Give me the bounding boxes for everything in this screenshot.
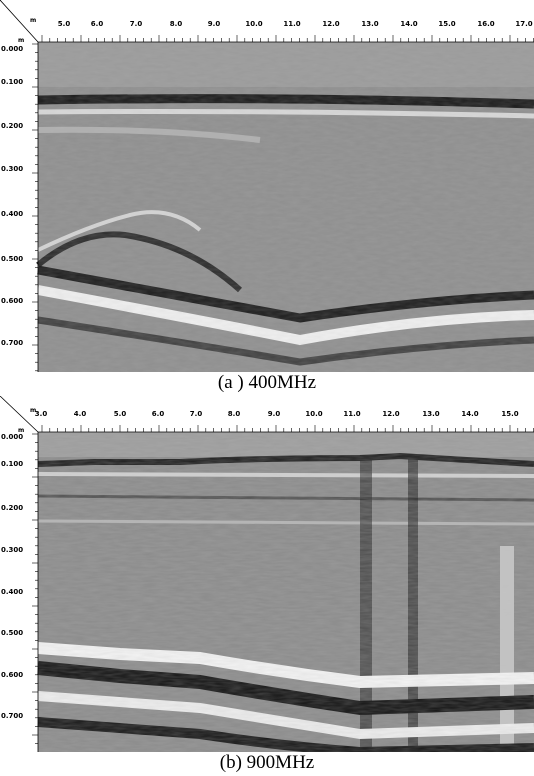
y-tick-label: 0.700	[1, 339, 23, 347]
x-tick-label: 17.0	[515, 20, 532, 28]
x-tick-label: 11.0	[343, 410, 360, 418]
x-tick-label: 12.0	[382, 410, 399, 418]
x-tick-label: 8.0	[228, 410, 241, 418]
x-tick-label: 4.0	[74, 410, 87, 418]
y-tick-label: 0.100	[1, 460, 23, 468]
x-tick-label: 16.0	[477, 20, 494, 28]
y-tick-label: 0.000	[1, 45, 23, 53]
x-unit-label: m	[30, 17, 36, 24]
y-tick-labels: 0.000 0.100 0.200 0.300 0.400 0.500 0.60…	[1, 433, 23, 720]
x-tick-label: 6.0	[91, 20, 104, 28]
x-tick-label: 12.0	[322, 20, 339, 28]
x-tick-labels: 5.0 6.0 7.0 8.0 9.0 10.0 11.0 12.0 13.0 …	[58, 20, 533, 28]
y-tick-label: 0.700	[1, 712, 23, 720]
y-tick-label: 0.300	[1, 165, 23, 173]
x-tick-label: 5.0	[114, 410, 127, 418]
x-tick-labels: 3.0 4.0 5.0 6.0 7.0 8.0 9.0 10.0 11.0 12…	[35, 410, 519, 418]
x-tick-label: 9.0	[268, 410, 281, 418]
axis-corner-line	[0, 396, 39, 433]
y-tick-labels: 0.000 0.100 0.200 0.300 0.400 0.500 0.60…	[1, 45, 23, 347]
y-tick-label: 0.600	[1, 671, 23, 679]
axis-ticks	[32, 425, 534, 744]
x-tick-label: 8.0	[170, 20, 183, 28]
y-tick-label: 0.000	[1, 433, 23, 441]
caption-900mhz: (b) 900MHz	[219, 752, 315, 773]
x-tick-label: 11.0	[283, 20, 300, 28]
radargram-900mhz: m m 3.0 4.0 5.0 6.0 7.0 8.0 9.0 10.0 11.…	[0, 396, 534, 752]
x-tick-label: 7.0	[130, 20, 143, 28]
y-tick-label: 0.400	[1, 588, 23, 596]
x-tick-label: 14.0	[461, 410, 478, 418]
x-tick-label: 10.0	[245, 20, 262, 28]
x-tick-label: 13.0	[361, 20, 378, 28]
y-tick-label: 0.300	[1, 546, 23, 554]
axis-corner-line	[0, 0, 39, 43]
x-tick-label: 3.0	[35, 410, 48, 418]
y-tick-label: 0.200	[1, 504, 23, 512]
x-tick-label: 5.0	[58, 20, 71, 28]
x-tick-label: 15.0	[501, 410, 518, 418]
axis-ticks	[32, 35, 534, 372]
caption-400mhz: (a ) 400MHz	[217, 372, 317, 393]
y-tick-label: 0.500	[1, 629, 23, 637]
x-tick-label: 9.0	[208, 20, 221, 28]
x-tick-label: 7.0	[190, 410, 203, 418]
x-unit-label: m	[30, 407, 36, 414]
y-unit-label: m	[18, 37, 24, 44]
y-tick-label: 0.500	[1, 255, 23, 263]
radargram-texture	[38, 432, 534, 752]
y-tick-label: 0.200	[1, 122, 23, 130]
y-tick-label: 0.600	[1, 297, 23, 305]
x-tick-label: 10.0	[305, 410, 322, 418]
radargram-400mhz: m m 5.0 6.0 7.0 8.0 9.0 10.0 11.0 12.0 1…	[0, 0, 534, 372]
y-tick-label: 0.400	[1, 210, 23, 218]
radargram-panel-900mhz: m m 3.0 4.0 5.0 6.0 7.0 8.0 9.0 10.0 11.…	[0, 396, 534, 752]
radargram-texture	[38, 42, 534, 372]
x-tick-label: 15.0	[438, 20, 455, 28]
y-unit-label: m	[18, 427, 24, 434]
radargram-panel-400mhz: m m 5.0 6.0 7.0 8.0 9.0 10.0 11.0 12.0 1…	[0, 0, 534, 372]
y-tick-label: 0.100	[1, 78, 23, 86]
x-tick-label: 13.0	[422, 410, 439, 418]
x-tick-label: 6.0	[152, 410, 165, 418]
x-tick-label: 14.0	[400, 20, 417, 28]
